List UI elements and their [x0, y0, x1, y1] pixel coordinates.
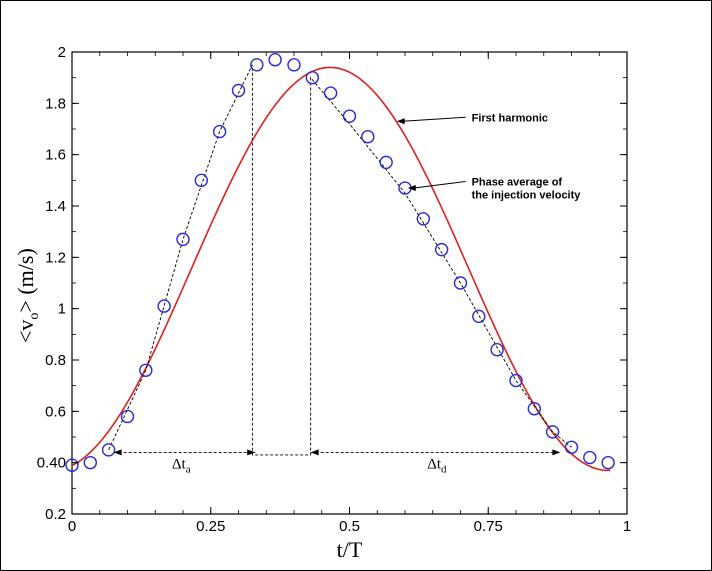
x-tick-label: 0.25	[196, 518, 225, 535]
data-point	[472, 309, 486, 324]
data-point	[545, 425, 560, 439]
data-point	[268, 53, 282, 67]
data-point	[509, 373, 523, 388]
y-tick-label: 0.6	[45, 403, 66, 420]
data-point	[583, 450, 597, 465]
x-tick-label: 0.75	[474, 518, 503, 535]
first-harmonic-line	[71, 66, 611, 472]
data-point	[379, 155, 393, 170]
data-point	[434, 242, 449, 257]
data-point	[601, 455, 615, 470]
y-tick-label: 1.6	[45, 147, 66, 164]
data-point	[323, 86, 338, 100]
data-point	[157, 299, 171, 313]
interval-arrowhead	[552, 449, 561, 456]
data-point	[490, 343, 504, 357]
interval-label: Δtd	[427, 456, 447, 475]
data-point	[194, 173, 209, 188]
data-point	[101, 443, 116, 457]
data-point	[527, 402, 542, 416]
data-point	[287, 58, 301, 72]
y-tick-label: 2	[58, 44, 66, 61]
y-tick-label: 1.4	[45, 198, 66, 215]
x-tick-label: 0	[68, 518, 76, 535]
data-point	[176, 232, 190, 247]
data-point	[305, 70, 320, 85]
data-point	[564, 440, 579, 454]
x-axis-title: t/T	[337, 537, 363, 562]
interval-arrowhead	[310, 449, 319, 456]
y-tick-label: 1	[58, 301, 66, 318]
data-point	[416, 212, 431, 226]
y-tick-label: 0.40	[37, 455, 66, 472]
interval-arrowhead	[247, 449, 256, 456]
data-point	[139, 363, 153, 377]
x-tick-label: 0.5	[339, 518, 360, 535]
x-tick-label: 1	[623, 518, 631, 535]
annotation-arrow-line	[402, 116, 466, 122]
data-point	[453, 276, 468, 290]
annotation-arrowhead	[407, 185, 416, 192]
y-tick-label: 0.2	[45, 506, 66, 523]
annotation-text: the injection velocity	[472, 189, 582, 201]
y-axis-title: <vo> (m/s)	[13, 248, 42, 343]
y-tick-label: 1.2	[45, 249, 66, 266]
annotation-text: First harmonic	[472, 112, 548, 124]
interval-arrowhead	[113, 449, 122, 456]
y-tick-label: 1.8	[45, 95, 66, 112]
data-point	[361, 129, 375, 144]
data-point	[231, 83, 246, 98]
annotation-arrow-line	[413, 180, 466, 189]
data-point	[342, 109, 357, 123]
y-tick-label: 0.8	[45, 352, 66, 369]
dashed-fit-line	[108, 64, 572, 456]
data-point	[212, 124, 227, 139]
annotation-text: Phase average of	[472, 176, 563, 188]
data-point	[250, 58, 264, 72]
data-point	[120, 409, 135, 424]
data-point	[83, 455, 98, 470]
annotation-arrowhead	[396, 118, 405, 125]
interval-label: Δta	[172, 456, 191, 475]
data-point	[65, 458, 79, 472]
